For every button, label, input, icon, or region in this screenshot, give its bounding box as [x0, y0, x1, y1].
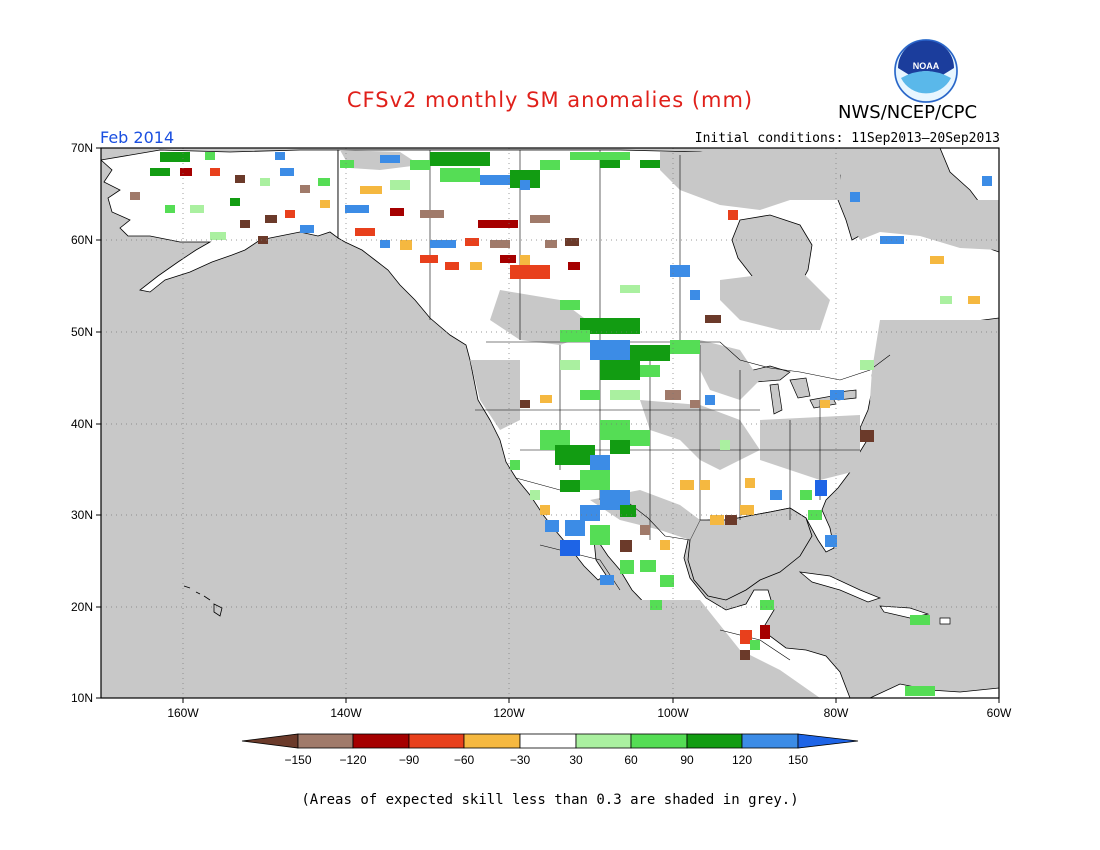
agency-label: NWS/NCEP/CPC: [838, 102, 978, 123]
lat-label-50n: 50N: [71, 325, 93, 339]
legend-swatch: [352, 733, 410, 749]
forecast-month: Feb 2014: [100, 128, 175, 147]
legend-label: 90: [680, 753, 694, 767]
legend-label: −90: [399, 753, 420, 767]
lat-label-70n: 70N: [71, 141, 93, 155]
anomaly-tiles: [130, 152, 992, 696]
legend-label: −30: [510, 753, 531, 767]
hawaii-islands: [183, 585, 223, 617]
lon-label-100w: 100W: [657, 706, 689, 720]
lat-label-30n: 30N: [71, 508, 93, 522]
legend-swatch: [408, 733, 465, 749]
lon-label-120w: 120W: [493, 706, 525, 720]
legend-swatch: [686, 733, 743, 749]
color-legend: [241, 733, 859, 749]
lat-label-40n: 40N: [71, 417, 93, 431]
lon-label-140w: 140W: [330, 706, 362, 720]
legend-label: 60: [624, 753, 638, 767]
noaa-logo: NOAA: [894, 39, 958, 103]
legend-label: −60: [454, 753, 475, 767]
lon-label-60w: 60W: [987, 706, 1012, 720]
legend-swatch-lowest: [241, 733, 299, 749]
legend-label: 120: [732, 753, 752, 767]
legend-label: −120: [339, 753, 366, 767]
legend-label: −150: [284, 753, 311, 767]
legend-swatch-highest: [797, 733, 859, 749]
lon-label-160w: 160W: [167, 706, 199, 720]
noaa-logo-text: NOAA: [913, 61, 940, 71]
map-title: CFSv2 monthly SM anomalies (mm): [346, 88, 754, 112]
lat-label-10n: 10N: [71, 691, 93, 705]
legend-swatch: [297, 733, 354, 749]
map-frame: [100, 147, 1000, 699]
alaska-landmass: [101, 149, 339, 293]
grid-lines: [101, 148, 999, 698]
legend-swatch: [630, 733, 688, 749]
legend-label: 30: [569, 753, 583, 767]
low-skill-areas: [340, 150, 999, 698]
skill-footnote: (Areas of expected skill less than 0.3 a…: [301, 792, 799, 808]
gulf-of-mexico: [687, 507, 813, 601]
legend-swatch: [575, 733, 632, 749]
axis-ticks: [96, 147, 1000, 703]
initial-conditions: Initial conditions: 11Sep2013–20Sep2013: [694, 131, 1000, 146]
legend-swatch: [463, 733, 521, 749]
lat-label-20n: 20N: [71, 600, 93, 614]
lon-label-80w: 80W: [824, 706, 849, 720]
legend-label: 150: [788, 753, 808, 767]
lat-label-60n: 60N: [71, 233, 93, 247]
legend-swatch: [519, 733, 577, 749]
legend-swatch: [741, 733, 799, 749]
